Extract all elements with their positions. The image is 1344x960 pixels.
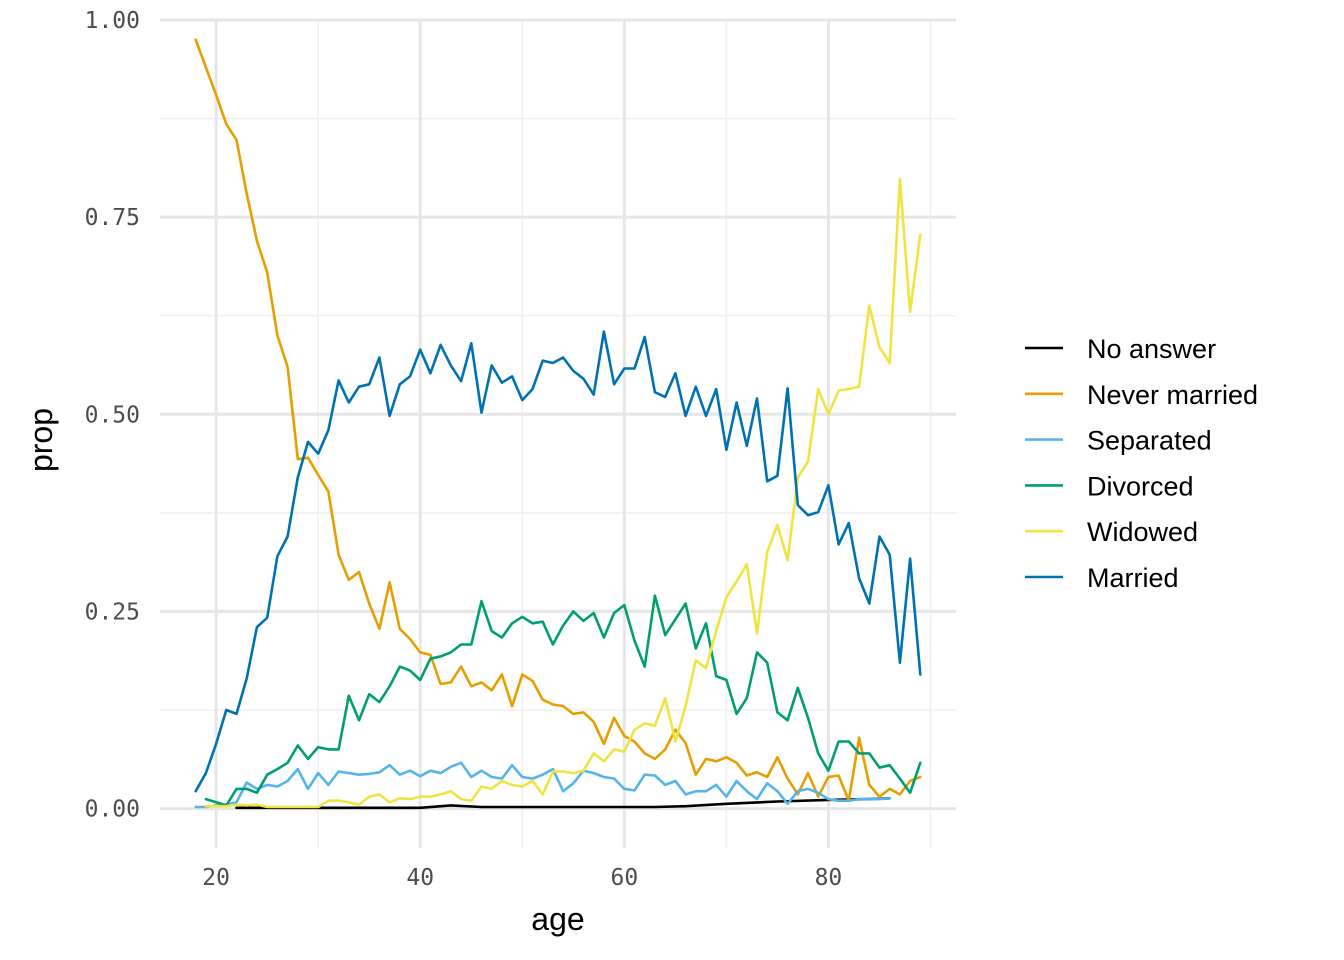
- y-tick-label: 0.50: [85, 402, 140, 428]
- legend-label-no-answer: No answer: [1087, 334, 1216, 364]
- legend-label-divorced: Divorced: [1087, 471, 1194, 501]
- series-line-widowed: [204, 178, 922, 809]
- legend-label-separated: Separated: [1087, 426, 1212, 456]
- x-axis-title: age: [531, 901, 584, 937]
- y-tick-label: 0.25: [85, 599, 140, 625]
- legend: No answer Never married Separated Divorced W…: [1025, 334, 1258, 593]
- series-line-never-married: [194, 38, 922, 803]
- series-line-no-answer: [235, 796, 892, 810]
- y-axis-title: prop: [23, 408, 59, 472]
- x-tick-label: 40: [406, 865, 434, 891]
- x-tick-label: 60: [610, 865, 638, 891]
- series-lines: [194, 38, 922, 810]
- series-line-separated: [194, 761, 892, 809]
- major-gridlines: [160, 18, 956, 848]
- legend-label-widowed: Widowed: [1087, 517, 1198, 547]
- series-line-married: [194, 330, 922, 793]
- y-tick-label: 1.00: [85, 8, 140, 34]
- minor-gridlines: [160, 20, 956, 848]
- legend-label-never-married: Never married: [1087, 380, 1258, 410]
- series-line-divorced: [204, 594, 922, 807]
- y-tick-label: 0.75: [85, 205, 140, 231]
- y-axis-tick-labels: 0.00 0.25 0.50 0.75 1.00: [85, 8, 140, 823]
- x-tick-label: 20: [202, 865, 230, 891]
- x-tick-label: 80: [815, 865, 843, 891]
- legend-label-married: Married: [1087, 563, 1179, 593]
- y-tick-label: 0.00: [85, 797, 140, 823]
- x-axis-tick-labels: 20 40 60 80: [202, 865, 842, 891]
